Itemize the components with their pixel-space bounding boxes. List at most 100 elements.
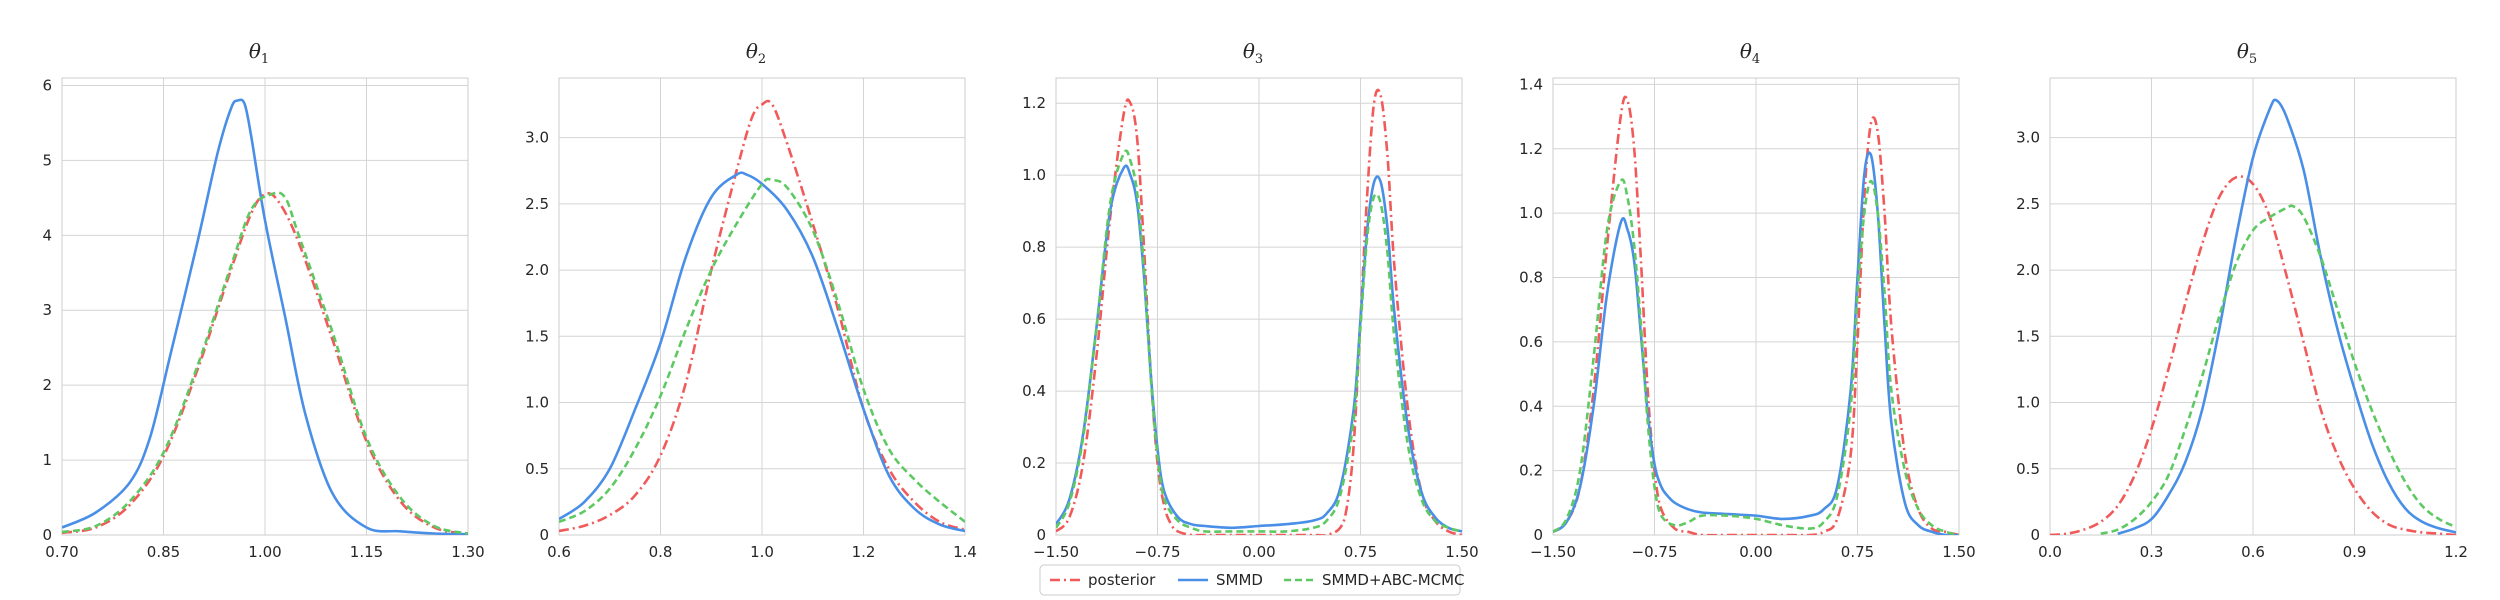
legend-item-posterior: posterior [1050, 571, 1156, 589]
series-line-smmd [62, 98, 468, 535]
y-tick-label: 0.5 [525, 460, 549, 478]
x-tick-label: 0.70 [45, 543, 78, 561]
legend-item-smmd-abc-mcmc: SMMD+ABC-MCMC [1284, 571, 1465, 589]
x-tick-label: 0.6 [547, 543, 571, 561]
x-tick-label: 1.30 [451, 543, 484, 561]
y-tick-label: 1.0 [1519, 204, 1543, 222]
y-tick-label: 2.5 [2016, 195, 2040, 213]
x-tick-label: 0.9 [2343, 543, 2367, 561]
x-tick-label: 1.4 [953, 543, 977, 561]
x-tick-label: 0.6 [2241, 543, 2265, 561]
panel-title-index: 4 [1752, 52, 1760, 67]
panel-title: θ4 [1740, 39, 1760, 67]
x-tick-label: 1.15 [350, 543, 383, 561]
series-line-smmd-abc-mcmc [1553, 178, 1959, 535]
y-tick-label: 3 [42, 301, 52, 319]
y-tick-label: 0.6 [1519, 333, 1543, 351]
x-tick-label: 1.50 [1942, 543, 1975, 561]
series-line-smmd [559, 171, 965, 533]
y-tick-label: 0.8 [1022, 238, 1046, 256]
x-tick-label: 0.00 [1242, 543, 1275, 561]
y-tick-label: 0.2 [1519, 462, 1543, 480]
x-tick-label: 0.3 [2140, 543, 2164, 561]
x-tick-label: −0.75 [1632, 543, 1678, 561]
y-tick-label: 2.5 [525, 195, 549, 213]
y-tick-label: 0 [2030, 526, 2040, 544]
y-tick-label: 1.5 [2016, 327, 2040, 345]
x-tick-label: 0.75 [1344, 543, 1377, 561]
legend-label-posterior: posterior [1088, 571, 1156, 589]
legend-label-smmd: SMMD [1216, 571, 1263, 589]
panel-theta-3: −1.50 −0.75 0.00 0.75 1.50 0 0.2 0.4 0.6 0.8 1.0 1.… [1022, 39, 1479, 561]
panel-title-index: 5 [2249, 52, 2257, 67]
x-tick-label: 1.00 [248, 543, 281, 561]
y-tick-label: 4 [42, 226, 52, 244]
axes-frame [61, 77, 469, 536]
series-line-posterior [62, 192, 468, 535]
y-tick-label: 2 [42, 376, 52, 394]
panel-title-index: 3 [1255, 52, 1263, 67]
series-line-posterior [2050, 175, 2456, 535]
panel-title: θ5 [2237, 39, 2257, 67]
series-line-smmd [2117, 98, 2456, 535]
y-tick-label: 0 [1533, 526, 1543, 544]
y-tick-label: 3.0 [2016, 129, 2040, 147]
y-tick-label: 0.4 [1022, 382, 1046, 400]
panel-title-symbol: θ [2237, 39, 2249, 63]
y-tick-label: 2.0 [2016, 261, 2040, 279]
y-tick-label: 1.2 [1022, 94, 1046, 112]
legend: posterior SMMD SMMD+ABC-MCMC [1039, 564, 1465, 596]
series-line-posterior [1056, 88, 1462, 535]
series-line-smmd [1553, 151, 1959, 535]
y-tick-label: 1.5 [525, 327, 549, 345]
series-line-posterior [1553, 95, 1959, 535]
x-tick-label: 0.8 [649, 543, 673, 561]
y-tick-label: 1.0 [1022, 166, 1046, 184]
x-tick-label: −1.50 [1530, 543, 1576, 561]
y-tick-label: 0.4 [1519, 397, 1543, 415]
series-line-smmd-abc-mcmc [2100, 204, 2456, 535]
y-tick-label: 0.5 [2016, 460, 2040, 478]
legend-label-smmd-abc-mcmc: SMMD+ABC-MCMC [1322, 571, 1465, 589]
panel-title: θ2 [746, 39, 766, 67]
panel-title-index: 2 [758, 52, 766, 67]
x-tick-label: 1.0 [750, 543, 774, 561]
series-line-smmd-abc-mcmc [1056, 149, 1462, 533]
y-tick-label: 1 [42, 451, 52, 469]
x-tick-label: −0.75 [1135, 543, 1181, 561]
x-tick-label: 0.85 [147, 543, 180, 561]
x-tick-label: 1.2 [2444, 543, 2468, 561]
y-tick-label: 0 [42, 526, 52, 544]
panel-title-symbol: θ [1740, 39, 1752, 63]
panel-title: θ1 [249, 39, 269, 67]
y-tick-label: 1.0 [525, 394, 549, 412]
panel-theta-4: −1.50 −0.75 0.00 0.75 1.50 0 0.2 0.4 0.6 0.8 1.0 1.… [1519, 39, 1976, 561]
legend-item-smmd: SMMD [1178, 571, 1263, 589]
y-tick-label: 1.2 [1519, 140, 1543, 158]
y-tick-label: 1.4 [1519, 75, 1543, 93]
series-line-smmd-abc-mcmc [559, 177, 965, 524]
series-line-smmd [1056, 164, 1462, 533]
panel-theta-5: 0.0 0.3 0.6 0.9 1.2 0 0.5 1.0 1.5 2.0 2.5 3.0 θ5 [2016, 39, 2468, 561]
panel-title: θ3 [1243, 39, 1263, 67]
y-tick-label: 0 [539, 526, 549, 544]
x-tick-label: 0.00 [1739, 543, 1772, 561]
legend-frame [1039, 564, 1461, 596]
axes-frame [2049, 77, 2457, 536]
y-tick-label: 0.6 [1022, 310, 1046, 328]
x-tick-label: 1.50 [1445, 543, 1478, 561]
y-tick-label: 1.0 [2016, 394, 2040, 412]
panel-title-index: 1 [261, 52, 269, 67]
y-tick-label: 3.0 [525, 129, 549, 147]
y-tick-label: 0.8 [1519, 269, 1543, 287]
axes-frame [558, 77, 966, 536]
panel-title-symbol: θ [1243, 39, 1255, 63]
panel-title-symbol: θ [746, 39, 758, 63]
series-line-posterior [559, 99, 965, 533]
y-tick-label: 5 [42, 151, 52, 169]
panel-theta-2: 0.6 0.8 1.0 1.2 1.4 0 0.5 1.0 1.5 2.0 2.5 3.0 θ2 [525, 39, 977, 561]
y-tick-label: 0 [1036, 526, 1046, 544]
